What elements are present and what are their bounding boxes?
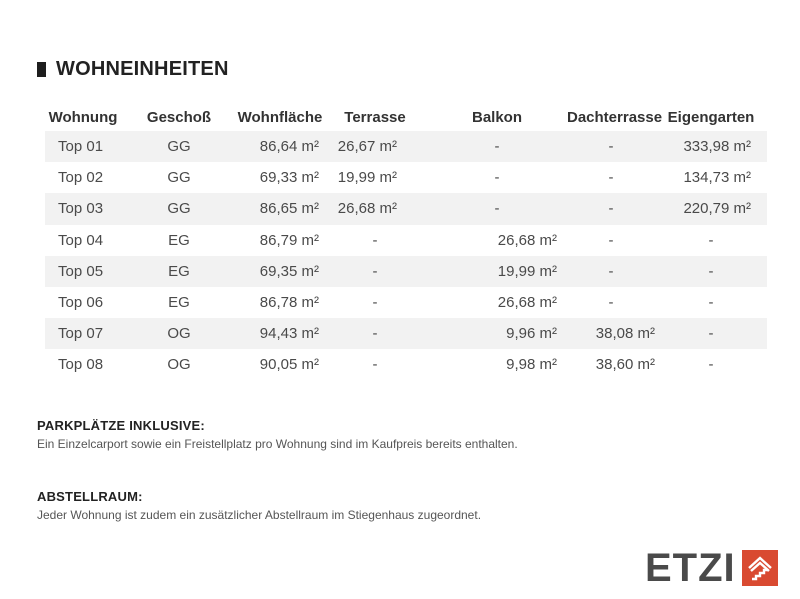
cell-wohnung: Top 03 (45, 193, 121, 225)
cell-geschoss: GG (121, 193, 237, 225)
cell-dachterrasse: - (608, 231, 614, 249)
cell-wohnflaeche: 86,79 m² (259, 231, 319, 249)
cell-dachterrasse: - (567, 193, 655, 225)
table-row: Top 02 GG 69,33 m² 19,99 m² - - 134,73 m… (45, 162, 767, 193)
etzi-logo: ETZI (645, 548, 778, 588)
cell-wohnung: Top 08 (58, 356, 104, 374)
cell-dachterrasse: - (608, 294, 614, 312)
parking-heading: PARKPLÄTZE INKLUSIVE: (37, 418, 205, 433)
cell-terrasse: - (372, 231, 378, 249)
logo-wordmark: ETZI (645, 546, 736, 590)
cell-wohnung: Top 02 (58, 169, 104, 187)
cell-eigengarten: 333,98 m² (655, 131, 767, 163)
table-header-row: Wohnung Geschoß Wohnfläche Terrasse Balk… (45, 103, 767, 131)
cell-wohnflaeche: 69,35 m² (237, 255, 323, 287)
cell-wohnflaeche: 86,78 m² (259, 294, 319, 312)
cell-wohnung: Top 06 (58, 294, 104, 312)
cell-wohnflaeche: 86,64 m² (237, 131, 323, 163)
cell-wohnflaeche: 90,05 m² (259, 356, 319, 374)
table-row: Top 06 EG 86,78 m² - 26,68 m² - - (45, 287, 767, 318)
cell-terrasse: 26,67 m² (323, 131, 427, 163)
cell-eigengarten: - (655, 318, 767, 350)
cell-terrasse: - (372, 356, 378, 374)
table-row: Top 05 EG 69,35 m² - 19,99 m² - - (45, 255, 767, 287)
cell-terrasse: 19,99 m² (337, 169, 397, 187)
parking-text: Ein Einzelcarport sowie ein Freistellpla… (37, 437, 518, 451)
header-geschoss: Geschoß (146, 108, 212, 126)
cell-terrasse: - (323, 318, 427, 350)
cell-wohnflaeche: 86,65 m² (237, 193, 323, 225)
cell-geschoss: GG (121, 131, 237, 163)
cell-dachterrasse: 38,08 m² (567, 318, 655, 350)
house-stairs-icon (741, 550, 778, 586)
cell-balkon: - (427, 193, 567, 225)
section-title-text: WOHNEINHEITEN (56, 58, 229, 80)
cell-balkon: 26,68 m² (497, 294, 557, 312)
cell-eigengarten: - (708, 294, 714, 312)
table-row: Top 04 EG 86,79 m² - 26,68 m² - - (45, 225, 767, 256)
cell-eigengarten: 134,73 m² (683, 169, 751, 187)
cell-wohnung: Top 04 (58, 231, 104, 249)
cell-balkon: 19,99 m² (427, 255, 567, 287)
cell-eigengarten: - (655, 255, 767, 287)
cell-balkon: 9,98 m² (506, 356, 557, 374)
cell-geschoss: EG (121, 255, 237, 287)
cell-eigengarten: - (708, 231, 714, 249)
table-row: Top 03 GG 86,65 m² 26,68 m² - - 220,79 m… (45, 193, 767, 225)
cell-balkon: - (427, 131, 567, 163)
cell-dachterrasse: - (567, 131, 655, 163)
header-dachterrasse: Dachterrasse (567, 108, 663, 126)
header-eigengarten: Eigengarten (667, 108, 755, 126)
cell-dachterrasse: - (567, 255, 655, 287)
section-title: WOHNEINHEITEN (37, 58, 229, 81)
header-wohnung: Wohnung (48, 108, 118, 126)
cell-terrasse: - (372, 294, 378, 312)
units-table: Wohnung Geschoß Wohnfläche Terrasse Balk… (45, 103, 767, 381)
cell-wohnung: Top 01 (45, 131, 121, 163)
cell-dachterrasse: - (608, 169, 614, 187)
cell-wohnung: Top 07 (45, 318, 121, 350)
cell-terrasse: - (323, 255, 427, 287)
parking-note: PARKPLÄTZE INKLUSIVE: Ein Einzelcarport … (37, 418, 518, 451)
table-row: Top 08 OG 90,05 m² - 9,98 m² 38,60 m² - (45, 349, 767, 380)
cell-geschoss: OG (167, 356, 191, 374)
table-row: Top 01 GG 86,64 m² 26,67 m² - - 333,98 m… (45, 131, 767, 163)
cell-geschoss: GG (167, 169, 191, 187)
cell-eigengarten: - (708, 356, 714, 374)
storage-heading: ABSTELLRAUM: (37, 489, 143, 504)
cell-balkon: 26,68 m² (497, 231, 557, 249)
cell-balkon: - (494, 169, 500, 187)
cell-wohnflaeche: 94,43 m² (237, 318, 323, 350)
cell-geschoss: EG (168, 231, 190, 249)
cell-dachterrasse: 38,60 m² (595, 356, 655, 374)
cell-terrasse: 26,68 m² (323, 193, 427, 225)
storage-note: ABSTELLRAUM: Jeder Wohnung ist zudem ein… (37, 489, 481, 522)
cell-geschoss: OG (121, 318, 237, 350)
header-wohnflaeche: Wohnfläche (237, 108, 323, 126)
cell-balkon: 9,96 m² (427, 318, 567, 350)
cell-eigengarten: 220,79 m² (655, 193, 767, 225)
header-balkon: Balkon (471, 108, 522, 126)
storage-text: Jeder Wohnung ist zudem ein zusätzlicher… (37, 508, 482, 522)
cell-wohnung: Top 05 (45, 255, 121, 287)
cell-geschoss: EG (168, 294, 190, 312)
header-terrasse: Terrasse (344, 108, 406, 126)
cell-wohnflaeche: 69,33 m² (259, 169, 319, 187)
title-marker (37, 62, 46, 77)
table-row: Top 07 OG 94,43 m² - 9,96 m² 38,08 m² - (45, 318, 767, 350)
